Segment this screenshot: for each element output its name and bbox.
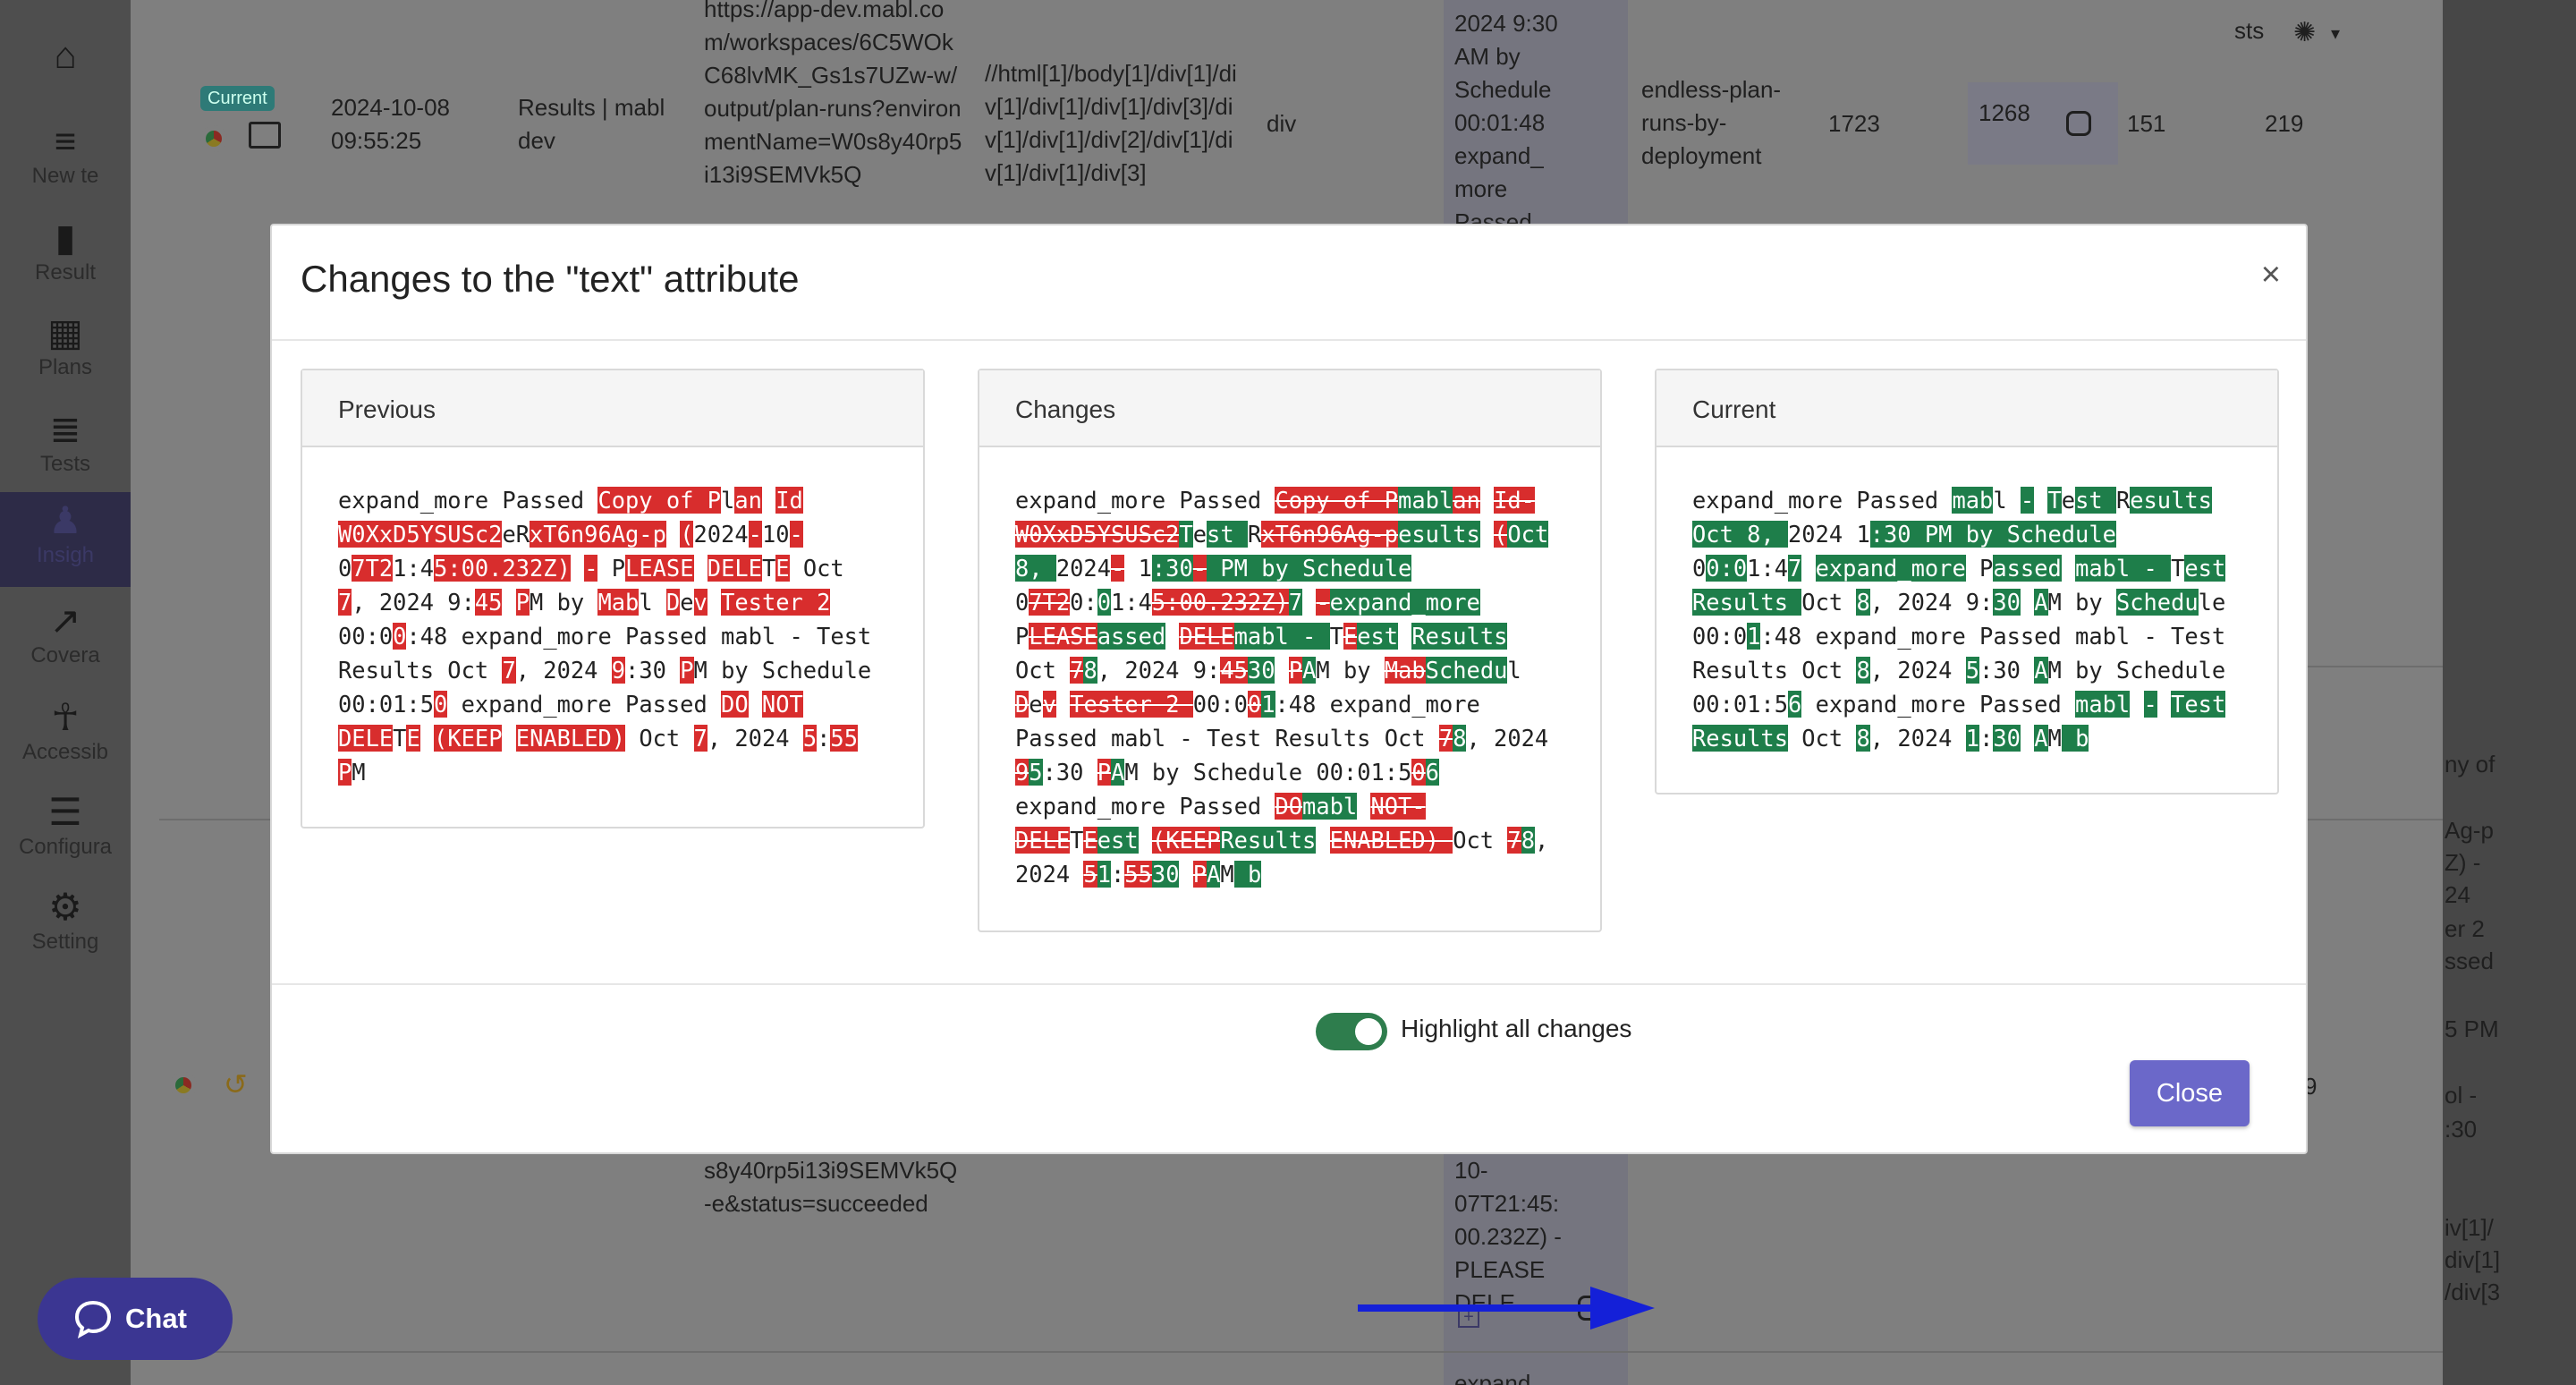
current-badge: Current [200,86,275,111]
row1-time: 09:55:25 [331,127,422,154]
right-text: ssed [2445,947,2494,974]
row-divider-right [2197,666,2443,667]
insights-icon: ♟ [48,499,82,541]
results-icon: ▮ [55,217,76,259]
row1-x: 1723 [1828,110,1880,137]
workspace-avatar[interactable]: ✺ [2293,18,2317,47]
focus-icon[interactable] [2066,111,2091,136]
row2-expand-label: expand [1454,1370,1531,1385]
tests-icon: ≣ [49,408,81,450]
coverage-icon: ↗ [49,599,81,642]
dialog-title: Changes to the "text" attribute [301,258,800,300]
row1-tag: div [1267,110,1297,137]
chat-label: Chat [125,1303,187,1334]
chrome-icon [170,1072,197,1099]
right-text: 24 [2445,881,2470,908]
row1-plan: endless-plan-runs-by-deployment [1641,76,1782,169]
annotation-arrow [1358,1287,1655,1330]
previous-panel-header: Previous [302,370,923,447]
right-partial-column: ny of Ag-p Z) - 24 er 2 ssed 5 PM ol - :… [2443,0,2576,1385]
row1-w: 151 [2127,110,2166,137]
sidebar-item-configure[interactable]: ☰ Configura [0,793,131,861]
right-text: /div[3 [2445,1279,2501,1305]
row1-page-title: Results | mabl dev [518,94,665,154]
accessibility-icon: ☥ [51,696,80,738]
chrome-icon [200,125,227,152]
close-button[interactable]: Close [2130,1060,2250,1126]
sidebar-item-plans[interactable]: ▦ Plans [0,313,131,381]
new-test-icon: ≡ [54,120,77,162]
chevron-down-icon[interactable]: ▾ [2331,24,2341,44]
sidebar-item-coverage[interactable]: ↗ Covera [0,601,131,669]
highlighted-cell [1968,82,2118,165]
divider [272,339,2306,341]
attribute-changes-dialog: Changes to the "text" attribute × Previo… [270,224,2308,1154]
changes-panel-header: Changes [979,370,1600,447]
row1-text-cell: 2024 9:30 AM by Schedule 00:01:48 expand… [1454,10,1558,224]
right-text: Ag-p [2445,817,2494,844]
right-text: ny of [2445,751,2496,777]
current-panel: Current expand_more Passed mabl - Test R… [1655,369,2279,794]
row2-text-tail: 10- 07T21:45: 00.232Z) - PLEASE DELE [1454,1157,1562,1316]
row1-date: 2024-10-08 [331,94,450,121]
right-text: div[1] [2445,1246,2501,1273]
history-icon[interactable]: ↺ [224,1068,248,1100]
sidebar-item-settings[interactable]: ⚙ Setting [0,888,131,956]
right-text: ol - [2445,1082,2478,1109]
row1-y: 1268 [1979,99,2030,126]
screenshot-icon[interactable] [249,122,281,149]
sidebar-item-new-test[interactable]: ≡ New te [0,122,131,190]
previous-text: expand_more Passed Copy of Plan Id W0XxD… [338,487,872,786]
sidebar-item-accessibility[interactable]: ☥ Accessib [0,698,131,766]
workspace-partial: sts [2234,17,2265,44]
toggle-knob [1355,1018,1382,1045]
right-text: 5 PM [2445,1015,2499,1042]
chat-button[interactable]: Chat [38,1278,233,1360]
sidebar-item-results[interactable]: ▮ Result [0,218,131,286]
row1-h: 219 [2265,110,2304,137]
row1-xpath: //html[1]/body[1]/div[1]/div[1]/div[1]/d… [985,60,1237,186]
changes-panel: Changes expand_more Passed Copy of Pmabl… [978,369,1602,932]
settings-icon: ⚙ [48,886,82,928]
previous-panel: Previous expand_more Passed Copy of Plan… [301,369,925,828]
right-text: iv[1]/ [2445,1214,2494,1241]
sidebar-home[interactable]: ⌂ [0,36,131,75]
right-text: :30 [2445,1116,2478,1143]
changes-text: expand_more Passed Copy of Pmablan Id- W… [1015,487,1549,888]
current-panel-header: Current [1657,370,2277,447]
sidebar-item-tests[interactable]: ≣ Tests [0,410,131,478]
highlight-all-toggle[interactable] [1316,1013,1387,1050]
highlighted-column-lower [1444,1154,1628,1385]
sidebar-item-insights[interactable]: ♟ Insigh [0,492,131,587]
row1-url: https://app-dev.mabl.com/workspaces/6C5W… [704,0,962,188]
right-text: er 2 [2445,915,2485,942]
home-icon: ⌂ [54,34,77,76]
row-divider-bottom [159,1351,2443,1353]
highlight-all-label: Highlight all changes [1401,1015,1632,1042]
close-icon[interactable]: × [2260,256,2281,293]
app-sidebar: ⌂ ≡ New te ▮ Result ▦ Plans ≣ Tests ♟ In… [0,0,131,1385]
configure-icon: ☰ [48,791,82,833]
plans-icon: ▦ [47,311,83,353]
right-text: Z) - [2445,849,2481,876]
chat-bubble-icon [74,1300,112,1338]
highlighted-column [1444,0,1628,224]
row2-url-tail: s8y40rp5i13i9SEMVk5Q -e&status=succeeded [704,1157,958,1217]
current-text: expand_more Passed mabl - Test Results O… [1692,487,2226,752]
divider [272,983,2306,985]
